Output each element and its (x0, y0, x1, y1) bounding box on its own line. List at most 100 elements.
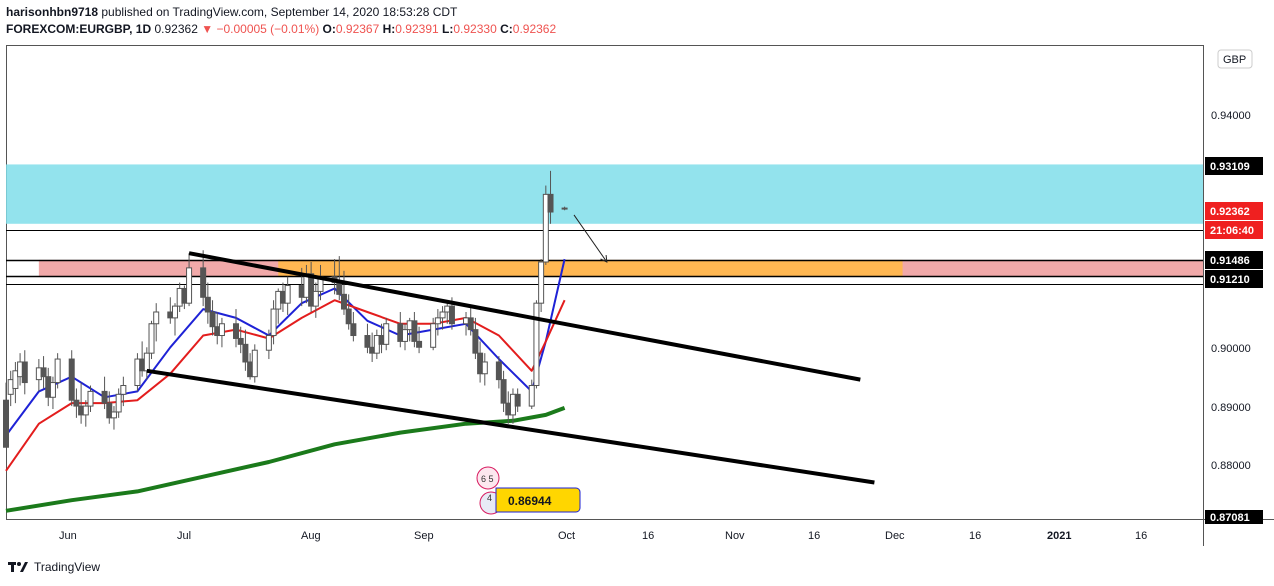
high-value: 0.92391 (395, 22, 439, 36)
time-label-jul: Jul (177, 530, 191, 542)
marker-countdown: 21:06:40 (1210, 225, 1254, 237)
candle (411, 311, 418, 348)
candle (514, 388, 521, 412)
candle (242, 329, 249, 371)
candle (171, 303, 178, 336)
candle (186, 253, 193, 307)
candle (495, 356, 502, 389)
candle (134, 353, 141, 392)
candle (68, 350, 75, 407)
candle (350, 311, 357, 342)
candle (153, 303, 160, 342)
low-value: 0.92330 (453, 22, 497, 36)
zones-layer (6, 164, 1204, 277)
event-label-1: 6 5 (481, 474, 494, 484)
low-label: L: (442, 22, 454, 36)
time-label-jun: Jun (59, 530, 77, 542)
candle (312, 282, 319, 318)
marker-price: 0.92362 (1210, 206, 1250, 218)
candle (533, 300, 540, 389)
marker-level-2: 0.91210 (1210, 274, 1250, 286)
event-flag-icon[interactable] (476, 466, 500, 490)
symbol-line: FOREXCOM:EURGBP, 1D 0.92362 ▼ −0.00005 (… (6, 22, 556, 36)
high-label: H: (382, 22, 396, 36)
arrow-layer[interactable] (573, 214, 608, 263)
event-label-2: 4 (487, 493, 492, 503)
candle (481, 353, 488, 386)
candles-layer (3, 170, 568, 448)
marker-bottom: 0.87081 (1210, 512, 1250, 524)
price-tick-0: 0.94000 (1211, 110, 1251, 122)
price-axis[interactable]: GBP 0.94000 0.90000 0.89000 0.88000 0.93… (1205, 49, 1263, 524)
candle (538, 259, 545, 312)
candle (120, 376, 127, 407)
candle (200, 250, 207, 307)
time-label-sep: Sep (414, 530, 434, 542)
price-bubble-text: 0.86944 (508, 494, 552, 508)
candle (383, 317, 390, 351)
trendline-1[interactable] (146, 368, 875, 485)
down-arrow-icon: ▼ (201, 22, 214, 36)
horizontal-lines-layer (6, 230, 1203, 285)
candle (233, 309, 240, 348)
price-tick-3: 0.88000 (1211, 460, 1251, 472)
trendlines-layer[interactable] (146, 251, 875, 485)
marker-bottom-badge (1205, 510, 1263, 524)
marker-countdown-badge (1205, 221, 1263, 239)
candle (115, 388, 122, 418)
candle (110, 406, 117, 430)
candle (434, 309, 441, 336)
footer: TradingView (8, 560, 100, 574)
candle (528, 379, 535, 410)
candle (439, 306, 446, 330)
footer-brand: TradingView (34, 560, 101, 574)
time-label-jan-16: 16 (1135, 530, 1147, 542)
time-label-dec-16: 16 (969, 530, 981, 542)
candle (472, 317, 479, 360)
open-label: O: (322, 22, 336, 36)
candle (402, 323, 408, 351)
marker-level-2-badge (1205, 270, 1263, 288)
candle (73, 388, 80, 418)
candle (218, 317, 225, 348)
price-bubble: 0.86944 (495, 487, 581, 513)
candle (467, 306, 474, 336)
price-change: −0.00005 (−0.01%) (216, 22, 320, 36)
candle (416, 326, 423, 354)
candle (12, 361, 19, 404)
candle (542, 185, 549, 265)
marker-top: 0.93109 (1210, 161, 1250, 173)
plot-frame (6, 45, 1204, 520)
price-tick-1: 0.90000 (1211, 343, 1251, 355)
candle (345, 294, 352, 330)
candle (148, 320, 155, 360)
time-label-oct: Oct (558, 530, 575, 542)
candle (204, 282, 211, 324)
zone-supply[interactable] (6, 164, 1203, 224)
candle (547, 170, 554, 224)
candle (237, 326, 244, 354)
candle (21, 350, 28, 395)
time-axis[interactable]: Jun Jul Aug Sep Oct 16 Nov 16 Dec 16 202… (59, 530, 1147, 542)
marker-top-badge (1205, 157, 1263, 175)
candle (49, 376, 56, 410)
candle (265, 329, 272, 360)
candle (308, 262, 315, 312)
symbol-name[interactable]: FOREXCOM:EURGBP, 1D (6, 22, 152, 36)
currency-button[interactable] (1217, 49, 1253, 69)
candle (251, 344, 258, 383)
trendline-0[interactable] (188, 251, 861, 382)
time-label-nov-16: 16 (808, 530, 820, 542)
ma-line-1 (5, 299, 566, 472)
time-label-aug: Aug (301, 530, 321, 542)
candle (106, 391, 113, 424)
arrow-line[interactable] (573, 214, 608, 263)
candle (561, 206, 568, 211)
candle (40, 356, 47, 389)
zone-overlap[interactable] (278, 259, 903, 277)
candle (209, 300, 216, 336)
candle (3, 382, 9, 448)
marker-level-1-badge (1205, 251, 1263, 269)
published-text: published on TradingView.com, September … (101, 5, 458, 19)
